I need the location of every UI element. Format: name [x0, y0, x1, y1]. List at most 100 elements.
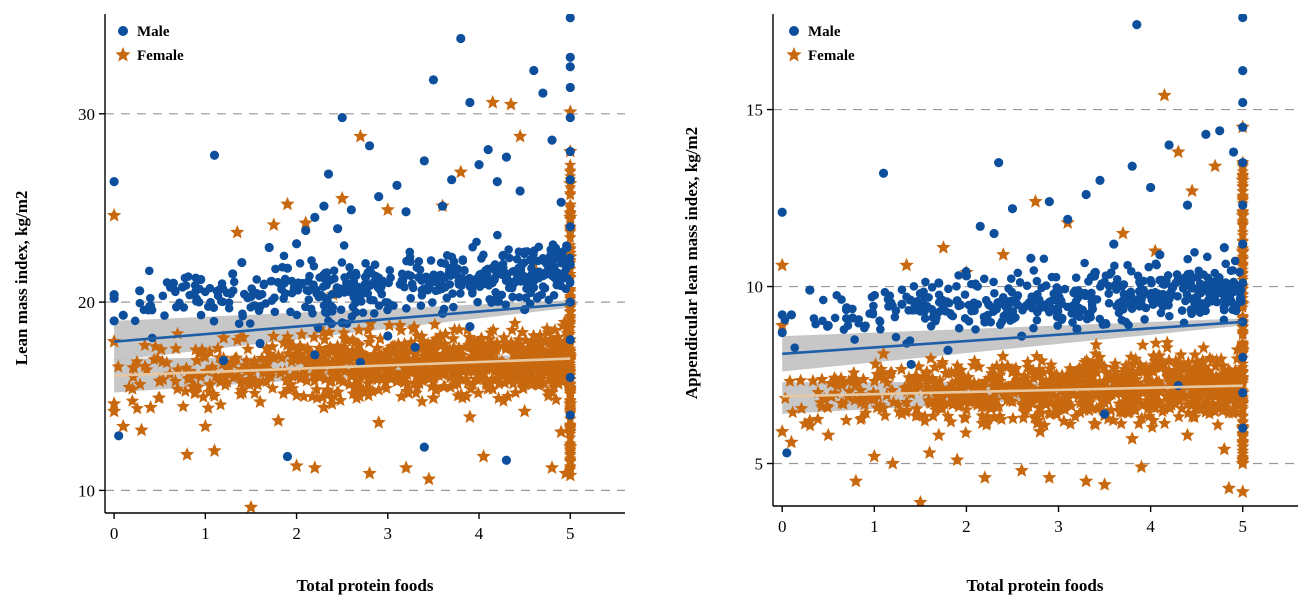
- male-cloud-marker: [449, 302, 458, 312]
- female-cloud-marker: [310, 366, 324, 379]
- male-cloud-marker: [1022, 281, 1032, 290]
- male-cloud-marker: [1127, 304, 1137, 313]
- female-cloud-marker: [464, 382, 478, 395]
- female-cloud-marker: [491, 391, 506, 405]
- male-cloud-marker: [234, 319, 244, 329]
- female-cloud-marker: [415, 373, 429, 387]
- female-cloud-marker: [1164, 391, 1179, 405]
- female-cloud-marker: [1021, 355, 1035, 368]
- male-cloud-marker: [501, 300, 511, 309]
- male-cloud-marker: [546, 245, 556, 254]
- male-cloud-marker: [1147, 278, 1156, 288]
- female-cloud-marker: [462, 364, 476, 377]
- female-cloud-marker: [1078, 394, 1092, 408]
- female-point: [316, 400, 332, 414]
- male-point: [952, 296, 962, 306]
- female-cloud-marker: [333, 372, 347, 386]
- female-cloud-marker: [292, 343, 306, 356]
- female-cloud-marker: [438, 327, 453, 340]
- female-cloud-marker: [378, 375, 393, 388]
- male-cloud-marker: [416, 301, 426, 310]
- female-cloud-marker: [1149, 336, 1163, 349]
- female-cloud-marker: [316, 325, 331, 339]
- female-point: [1235, 456, 1250, 470]
- male-cloud-marker: [1110, 261, 1119, 271]
- male-cloud-marker: [340, 273, 349, 282]
- male-cloud-marker: [332, 283, 342, 292]
- female-cloud-marker: [928, 402, 943, 416]
- x-tick-label: 2: [292, 524, 301, 543]
- female-point: [1042, 470, 1057, 484]
- male-cloud-marker: [1160, 277, 1170, 287]
- male-point: [1035, 303, 1045, 313]
- female-cloud-marker: [1032, 400, 1047, 413]
- male-cloud-marker: [1203, 295, 1213, 305]
- female-point: [563, 439, 578, 454]
- male-cloud-marker: [418, 273, 427, 283]
- male-cloud-marker: [440, 273, 450, 283]
- female-point: [544, 460, 560, 474]
- female-cloud-marker: [492, 376, 506, 390]
- male-cloud-marker: [809, 314, 819, 323]
- female-column-marker: [564, 198, 577, 210]
- male-point: [934, 278, 944, 288]
- female-cloud-marker: [363, 330, 377, 344]
- female-cloud-marker: [428, 317, 442, 331]
- female-cloud-marker: [349, 391, 364, 404]
- male-cloud-marker: [270, 307, 280, 317]
- male-cloud-marker: [217, 297, 226, 306]
- male-cloud-marker: [447, 252, 457, 262]
- female-cloud-marker: [379, 381, 394, 394]
- male-cloud-marker: [146, 293, 155, 303]
- male-cloud-marker: [928, 313, 938, 322]
- female-cloud-marker: [536, 343, 551, 357]
- female-point: [775, 318, 790, 332]
- male-cloud-marker: [1008, 298, 1018, 307]
- female-point: [198, 418, 213, 433]
- male-point: [1238, 97, 1248, 108]
- female-cloud-marker: [1006, 364, 1020, 378]
- male-cloud-marker: [341, 284, 351, 294]
- female-point: [830, 378, 845, 392]
- male-point: [1238, 388, 1248, 398]
- female-cloud-marker: [1038, 395, 1052, 409]
- male-point: [565, 146, 575, 157]
- male-cloud-marker: [558, 253, 567, 262]
- female-point: [353, 128, 368, 143]
- female-cloud-marker: [1063, 417, 1078, 430]
- male-point: [1127, 161, 1137, 171]
- male-cloud-marker: [449, 269, 459, 278]
- male-cloud-marker: [192, 294, 201, 303]
- male-cloud-marker: [1101, 271, 1111, 280]
- male-point: [114, 431, 124, 441]
- male-cloud-marker: [407, 279, 417, 289]
- female-cloud-marker: [372, 383, 386, 396]
- female-cloud-marker: [926, 409, 940, 422]
- male-cloud-marker: [1029, 266, 1039, 275]
- female-cloud-marker: [1114, 416, 1128, 430]
- male-cloud-marker: [185, 290, 194, 300]
- male-cloud-marker: [280, 274, 290, 284]
- female-cloud-marker: [533, 328, 547, 342]
- x-axis-label: Total protein foods: [297, 576, 434, 595]
- female-cloud-marker: [325, 391, 339, 405]
- female-column-marker: [564, 164, 577, 176]
- fit-lines: [782, 320, 1243, 398]
- legend-female-label: Female: [137, 48, 184, 64]
- female-cloud-marker: [300, 343, 314, 357]
- female-cloud-marker: [361, 371, 375, 384]
- female-cloud-marker: [1168, 397, 1183, 410]
- female-cloud-marker: [535, 361, 549, 374]
- fit-line-male: [782, 320, 1243, 356]
- y-axis-label: Appendicular lean mass index, kg/m2: [682, 127, 701, 399]
- male-cloud-marker: [347, 312, 357, 321]
- female-cloud-marker: [488, 345, 502, 359]
- male-cloud-marker: [361, 273, 370, 283]
- male-cloud-marker: [179, 303, 189, 312]
- female-column-marker: [564, 186, 577, 199]
- female-point: [289, 458, 304, 472]
- female-cloud-marker: [352, 323, 366, 336]
- axes: [99, 14, 625, 519]
- male-cloud-marker: [514, 263, 523, 273]
- female-point: [335, 191, 350, 205]
